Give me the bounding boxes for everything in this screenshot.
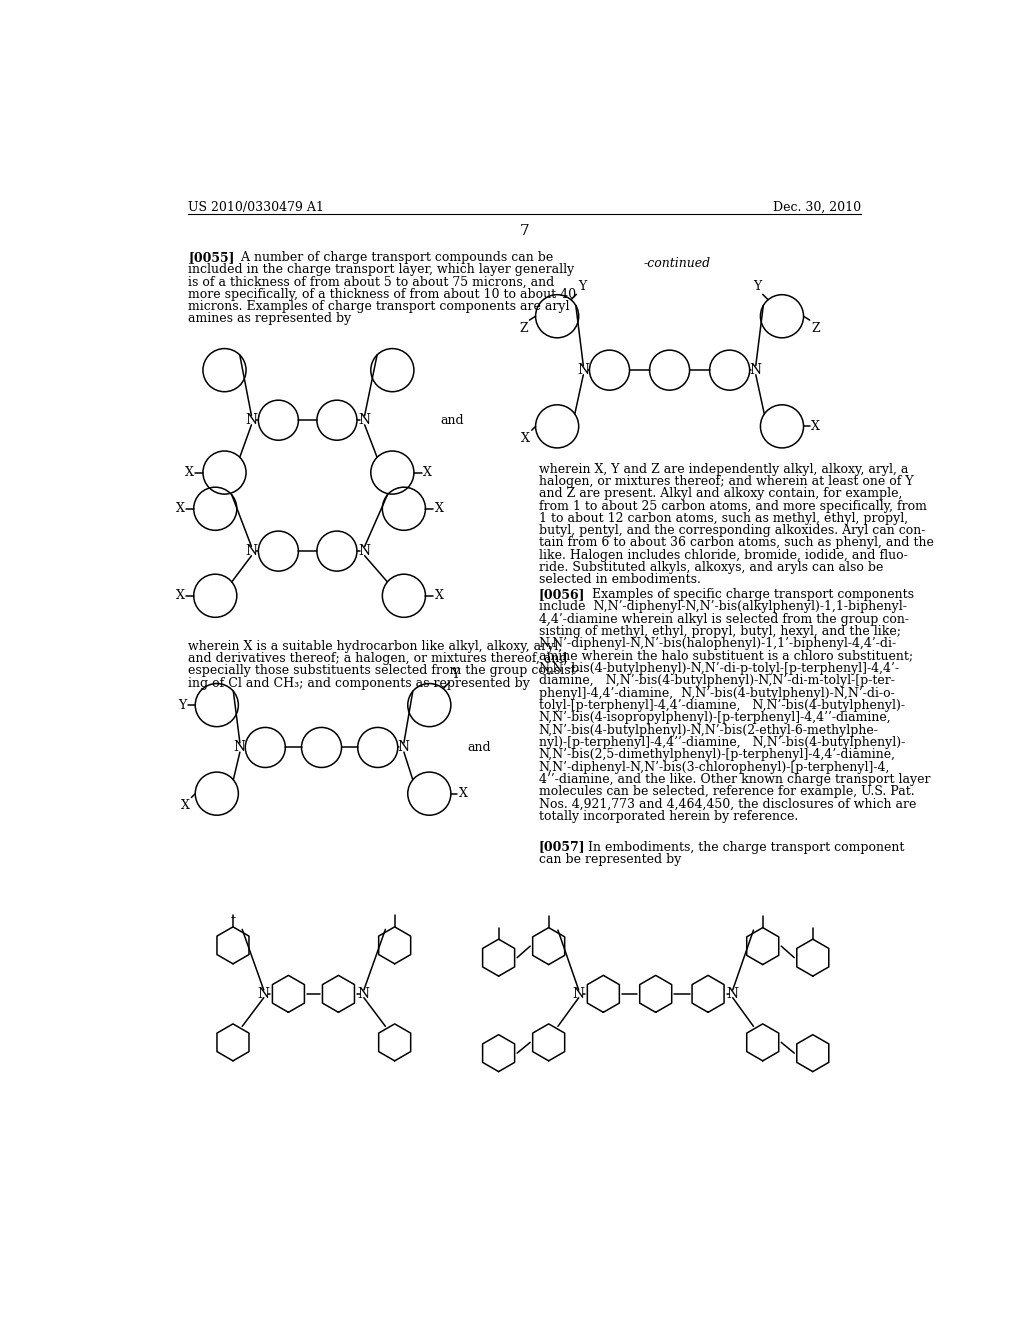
Text: N: N bbox=[357, 987, 370, 1001]
Text: X: X bbox=[181, 799, 189, 812]
Text: N,N’-bis(4-butylphenyl)-N,N’-di-p-tolyl-[p-terphenyl]-4,4’-: N,N’-bis(4-butylphenyl)-N,N’-di-p-tolyl-… bbox=[539, 663, 900, 675]
Text: sisting of methyl, ethyl, propyl, butyl, hexyl, and the like;: sisting of methyl, ethyl, propyl, butyl,… bbox=[539, 626, 901, 638]
Text: N: N bbox=[727, 987, 738, 1001]
Text: N: N bbox=[233, 741, 246, 755]
Text: and: and bbox=[467, 741, 490, 754]
Text: N: N bbox=[572, 987, 585, 1001]
Text: amine wherein the halo substituent is a chloro substituent;: amine wherein the halo substituent is a … bbox=[539, 649, 912, 663]
Text: amines as represented by: amines as represented by bbox=[188, 313, 351, 326]
Text: N: N bbox=[246, 544, 257, 558]
Text: N,N’-bis(4-butylphenyl)-N,N’-bis(2-ethyl-6-methylphe-: N,N’-bis(4-butylphenyl)-N,N’-bis(2-ethyl… bbox=[539, 723, 879, 737]
Text: -continued: -continued bbox=[644, 257, 711, 271]
Text: [0057]: [0057] bbox=[539, 841, 586, 854]
Text: is of a thickness of from about 5 to about 75 microns, and: is of a thickness of from about 5 to abo… bbox=[188, 276, 555, 289]
Text: and: and bbox=[441, 413, 465, 426]
Text: N: N bbox=[398, 741, 410, 755]
Text: Z: Z bbox=[811, 322, 820, 335]
Text: [0055]: [0055] bbox=[188, 251, 234, 264]
Text: especially those substituents selected from the group consist-: especially those substituents selected f… bbox=[188, 664, 580, 677]
Text: and derivatives thereof; a halogen, or mixtures thereof, and: and derivatives thereof; a halogen, or m… bbox=[188, 652, 568, 665]
Text: In embodiments, the charge transport component: In embodiments, the charge transport com… bbox=[575, 841, 904, 854]
Text: X: X bbox=[459, 787, 467, 800]
Text: N,N’-diphenyl-N,N’-bis(3-chlorophenyl)-[p-terphenyl]-4,: N,N’-diphenyl-N,N’-bis(3-chlorophenyl)-[… bbox=[539, 760, 890, 774]
Text: 4,4’-diamine wherein alkyl is selected from the group con-: 4,4’-diamine wherein alkyl is selected f… bbox=[539, 612, 908, 626]
Text: N,N’-bis(4-isopropylphenyl)-[p-terphenyl]-4,4’’-diamine,: N,N’-bis(4-isopropylphenyl)-[p-terphenyl… bbox=[539, 711, 891, 725]
Text: totally incorporated herein by reference.: totally incorporated herein by reference… bbox=[539, 810, 798, 822]
Text: N: N bbox=[246, 413, 257, 428]
Text: N,N’-diphenyl-N,N’-bis(halophenyl)-1,1’-biphenyl-4,4’-di-: N,N’-diphenyl-N,N’-bis(halophenyl)-1,1’-… bbox=[539, 638, 897, 651]
Text: microns. Examples of charge transport components are aryl: microns. Examples of charge transport co… bbox=[188, 300, 569, 313]
Text: X: X bbox=[435, 502, 443, 515]
Text: X: X bbox=[423, 466, 432, 479]
Text: N: N bbox=[750, 363, 762, 378]
Text: Y: Y bbox=[451, 668, 459, 681]
Text: Y: Y bbox=[753, 280, 761, 293]
Text: 4’’-diamine, and the like. Other known charge transport layer: 4’’-diamine, and the like. Other known c… bbox=[539, 774, 930, 785]
Text: tain from 6 to about 36 carbon atoms, such as phenyl, and the: tain from 6 to about 36 carbon atoms, su… bbox=[539, 536, 934, 549]
Text: included in the charge transport layer, which layer generally: included in the charge transport layer, … bbox=[188, 263, 574, 276]
Text: tolyl-[p-terphenyl]-4,4’-diamine,   N,N’-bis(4-butylphenyl)-: tolyl-[p-terphenyl]-4,4’-diamine, N,N’-b… bbox=[539, 700, 904, 711]
Text: N,N’-bis(2,5-dimethylphenyl)-[p-terphenyl]-4,4’-diamine,: N,N’-bis(2,5-dimethylphenyl)-[p-terpheny… bbox=[539, 748, 896, 762]
Text: 1 to about 12 carbon atoms, such as methyl, ethyl, propyl,: 1 to about 12 carbon atoms, such as meth… bbox=[539, 512, 908, 525]
Text: selected in embodiments.: selected in embodiments. bbox=[539, 573, 700, 586]
Text: N: N bbox=[358, 544, 371, 558]
Text: ride. Substituted alkyls, alkoxys, and aryls can also be: ride. Substituted alkyls, alkoxys, and a… bbox=[539, 561, 883, 574]
Text: molecules can be selected, reference for example, U.S. Pat.: molecules can be selected, reference for… bbox=[539, 785, 914, 799]
Text: Dec. 30, 2010: Dec. 30, 2010 bbox=[773, 201, 861, 214]
Text: A number of charge transport compounds can be: A number of charge transport compounds c… bbox=[225, 251, 554, 264]
Text: like. Halogen includes chloride, bromide, iodide, and fluo-: like. Halogen includes chloride, bromide… bbox=[539, 549, 907, 562]
Text: X: X bbox=[811, 420, 820, 433]
Text: X: X bbox=[175, 502, 184, 515]
Text: phenyl]-4,4’-diamine,  N,N’-bis(4-butylphenyl)-N,N’-di-o-: phenyl]-4,4’-diamine, N,N’-bis(4-butylph… bbox=[539, 686, 894, 700]
Text: from 1 to about 25 carbon atoms, and more specifically, from: from 1 to about 25 carbon atoms, and mor… bbox=[539, 499, 927, 512]
Text: more specifically, of a thickness of from about 10 to about 40: more specifically, of a thickness of fro… bbox=[188, 288, 577, 301]
Text: nyl)-[p-terphenyl]-4,4’’-diamine,   N,N’-bis(4-butylphenyl)-: nyl)-[p-terphenyl]-4,4’’-diamine, N,N’-b… bbox=[539, 737, 905, 748]
Text: Y: Y bbox=[178, 698, 186, 711]
Text: X: X bbox=[521, 432, 530, 445]
Text: N: N bbox=[258, 987, 270, 1001]
Text: Y: Y bbox=[578, 280, 586, 293]
Text: N: N bbox=[578, 363, 590, 378]
Text: 7: 7 bbox=[520, 224, 529, 238]
Text: US 2010/0330479 A1: US 2010/0330479 A1 bbox=[188, 201, 325, 214]
Text: halogen, or mixtures thereof; and wherein at least one of Y: halogen, or mixtures thereof; and wherei… bbox=[539, 475, 913, 488]
Text: [0056]: [0056] bbox=[539, 589, 585, 601]
Text: Nos. 4,921,773 and 4,464,450, the disclosures of which are: Nos. 4,921,773 and 4,464,450, the disclo… bbox=[539, 797, 916, 810]
Text: wherein X, Y and Z are independently alkyl, alkoxy, aryl, a: wherein X, Y and Z are independently alk… bbox=[539, 462, 908, 475]
Text: wherein X is a suitable hydrocarbon like alkyl, alkoxy, aryl,: wherein X is a suitable hydrocarbon like… bbox=[188, 640, 562, 652]
Text: N: N bbox=[358, 413, 371, 428]
Text: can be represented by: can be represented by bbox=[539, 853, 681, 866]
Text: butyl, pentyl, and the corresponding alkoxides. Aryl can con-: butyl, pentyl, and the corresponding alk… bbox=[539, 524, 925, 537]
Text: include  N,N’-diphenyl-N,N’-bis(alkylphenyl)-1,1-biphenyl-: include N,N’-diphenyl-N,N’-bis(alkylphen… bbox=[539, 601, 906, 614]
Text: Z: Z bbox=[519, 322, 528, 335]
Text: ing of Cl and CH₃; and components as represented by: ing of Cl and CH₃; and components as rep… bbox=[188, 677, 530, 689]
Text: X: X bbox=[184, 466, 194, 479]
Text: X: X bbox=[435, 589, 443, 602]
Text: and Z are present. Alkyl and alkoxy contain, for example,: and Z are present. Alkyl and alkoxy cont… bbox=[539, 487, 902, 500]
Text: diamine,   N,N’-bis(4-butylphenyl)-N,N’-di-m-tolyl-[p-ter-: diamine, N,N’-bis(4-butylphenyl)-N,N’-di… bbox=[539, 675, 895, 688]
Text: Examples of specific charge transport components: Examples of specific charge transport co… bbox=[575, 589, 913, 601]
Text: X: X bbox=[175, 589, 184, 602]
